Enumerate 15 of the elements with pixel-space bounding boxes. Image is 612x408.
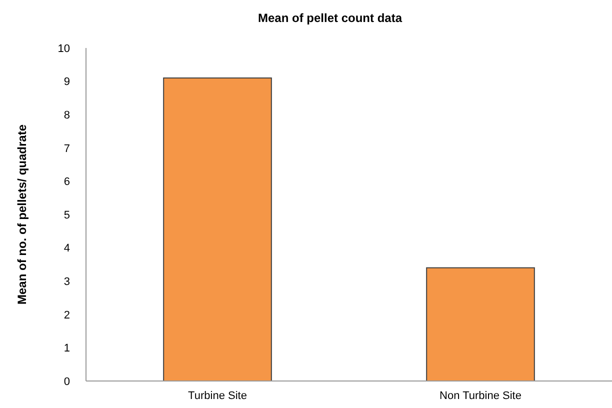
y-tick-label: 10 <box>58 42 70 55</box>
chart-title: Mean of pellet count data <box>258 11 402 25</box>
y-tick-label: 8 <box>64 109 70 122</box>
y-tick-label: 4 <box>64 242 70 255</box>
y-tick-label: 5 <box>64 209 70 222</box>
y-tick-label: 6 <box>64 176 70 188</box>
y-tick-label: 2 <box>64 309 70 322</box>
y-axis-title: Mean of no. of pellets/ quadrate <box>15 124 29 305</box>
y-tick-label: 9 <box>64 76 70 88</box>
y-tick-label: 0 <box>64 376 70 388</box>
x-tick-label: Non Turbine Site <box>440 390 522 402</box>
y-tick-label: 3 <box>64 276 70 288</box>
y-tick-label: 7 <box>64 142 70 155</box>
y-tick-label: 1 <box>64 342 70 355</box>
x-tick-label: Turbine Site <box>188 390 247 402</box>
